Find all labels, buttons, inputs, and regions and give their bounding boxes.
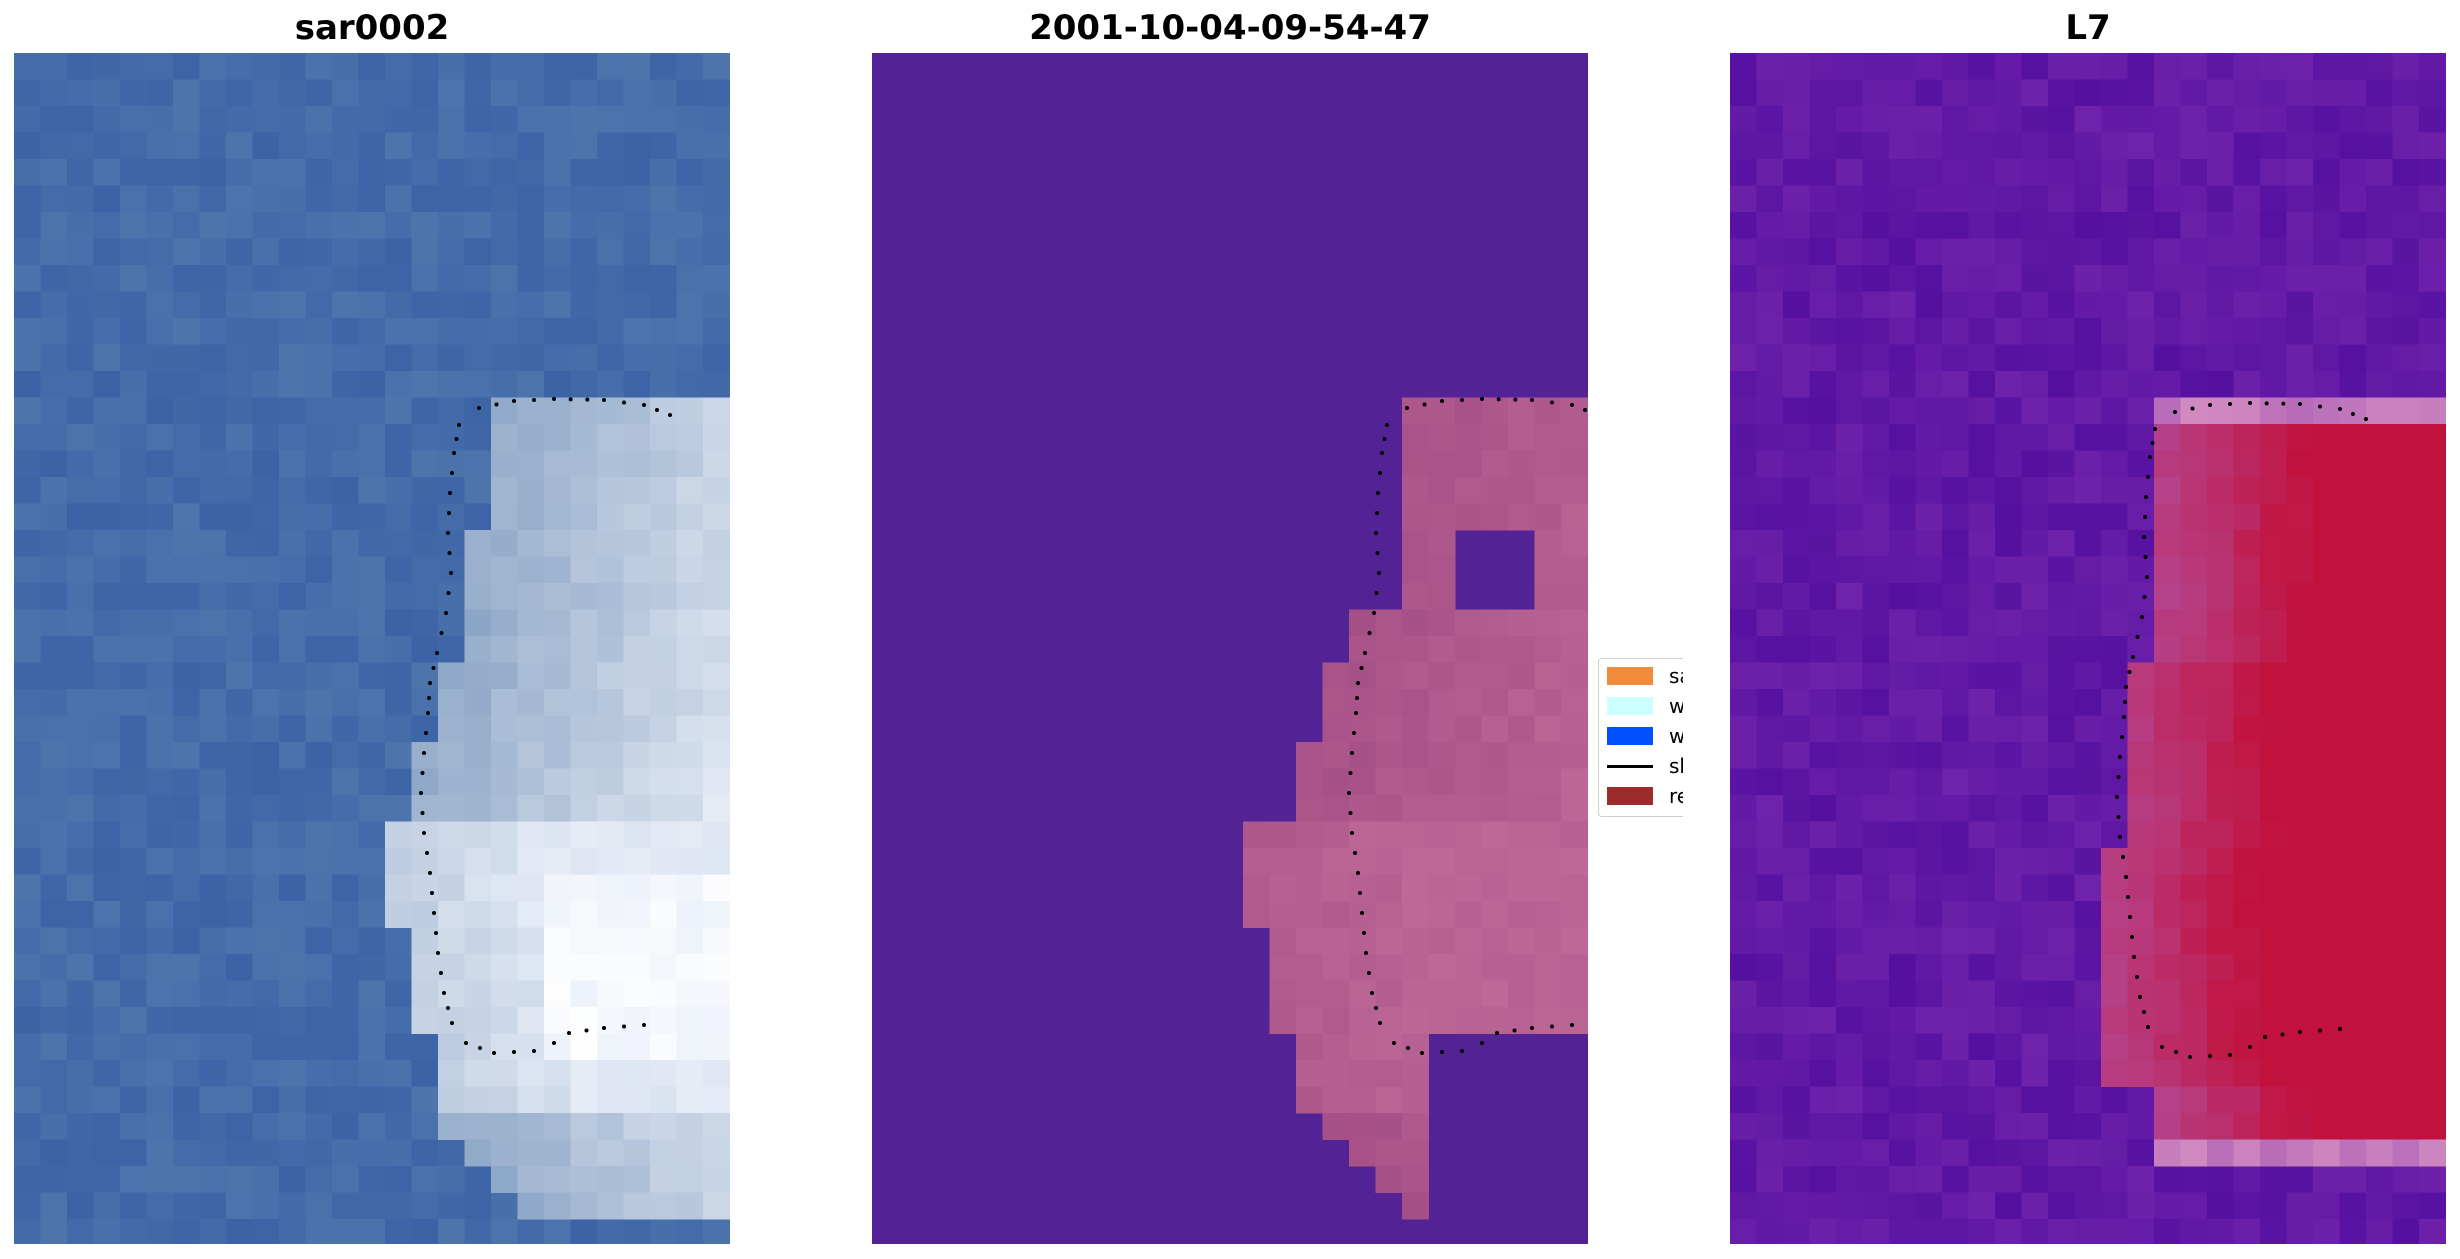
rgb-image — [14, 53, 730, 1244]
index-image — [1730, 53, 2446, 1244]
legend-item-sand: sand — [1607, 662, 1683, 690]
legend-label: sand — [1669, 664, 1683, 688]
panel-title-classified: 2001-10-04-09-54-47 — [1029, 8, 1431, 48]
reference-swatch — [1607, 787, 1653, 805]
legend-item-reference: referen — [1607, 782, 1683, 810]
index-image-panel — [1730, 53, 2446, 1244]
legend-item-shoreline: shorel — [1607, 752, 1683, 780]
legend-label: water — [1669, 724, 1683, 748]
legend-label: shorel — [1669, 754, 1683, 778]
shoreline-dots — [2115, 401, 2368, 1059]
classified-image-panel — [872, 53, 1588, 1244]
shoreline-dots — [1347, 397, 1587, 1055]
rgb-image-panel — [14, 53, 730, 1244]
sand-swatch — [1607, 667, 1653, 685]
whitewater-swatch — [1607, 697, 1653, 715]
legend-label: referen — [1669, 784, 1683, 808]
panel-title-rgb: sar0002 — [294, 8, 450, 48]
legend-item-water: water — [1607, 722, 1683, 750]
panel-title-index: L7 — [2065, 8, 2111, 48]
classified-image — [872, 53, 1588, 1244]
legend-label: whitew — [1669, 694, 1683, 718]
shoreline-dots — [419, 397, 672, 1055]
shoreline-line-swatch — [1607, 757, 1653, 775]
legend-item-whitewater: whitew — [1607, 692, 1683, 720]
water-swatch — [1607, 727, 1653, 745]
legend: sand whitew water shorel referen — [1598, 658, 1683, 817]
